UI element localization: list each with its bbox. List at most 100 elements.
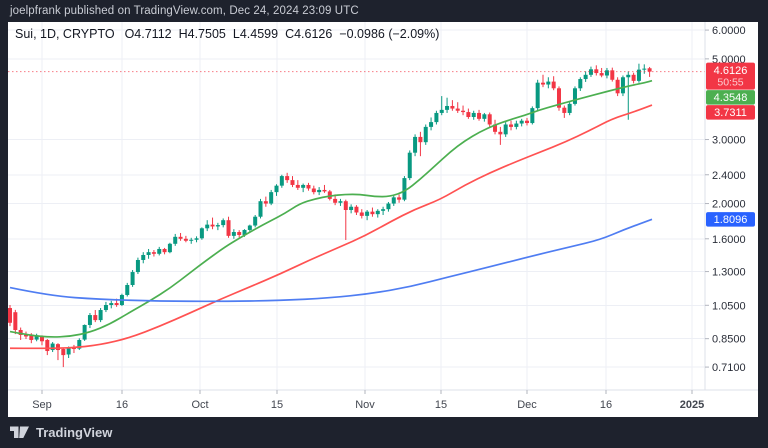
candle [157, 248, 162, 254]
candle [642, 68, 647, 70]
candle [130, 272, 135, 286]
candle [34, 335, 39, 340]
candle [349, 206, 354, 210]
tradingview-brand-link[interactable]: TradingView [10, 425, 112, 440]
time-axis-label: 15 [435, 399, 447, 411]
candle [338, 201, 343, 203]
candle [636, 69, 641, 81]
candle [359, 212, 364, 216]
candle [327, 191, 332, 199]
candle [509, 124, 514, 127]
candle [498, 131, 503, 135]
candle [514, 123, 519, 127]
candle [397, 197, 402, 200]
ohlc-change: −0.0986 (−2.09%) [339, 27, 440, 41]
candle [45, 339, 50, 352]
candle [599, 73, 604, 76]
time-axis-label: 2025 [680, 399, 704, 411]
candle [23, 334, 28, 337]
candle [391, 197, 396, 204]
candle [290, 180, 295, 185]
candle [279, 176, 284, 186]
candle [167, 243, 172, 253]
candle [114, 303, 119, 305]
candle [29, 334, 34, 340]
candle [343, 201, 348, 210]
candle [226, 220, 231, 236]
candle [429, 122, 434, 127]
footer-bar: TradingView [0, 417, 768, 448]
price-axis-label: 0.8500 [712, 334, 746, 346]
candle [402, 178, 407, 200]
candle [306, 184, 311, 189]
chart-pane[interactable] [8, 22, 758, 417]
candle [583, 74, 588, 80]
ohlc-high: H4.7505 [178, 27, 226, 41]
candle [434, 112, 439, 123]
symbol-legend: Sui, 1D, CRYPTO O4.7112 H4.7505 L4.4599 C4.6… [15, 27, 446, 41]
price-axis-label: 1.3000 [712, 267, 746, 279]
candle [50, 343, 55, 351]
candle [567, 103, 572, 113]
candle [66, 348, 71, 355]
candle [103, 304, 108, 311]
candle [588, 69, 593, 75]
time-axis-label: Dec [517, 399, 537, 411]
candle [135, 259, 140, 273]
time-axis: Sep 16 Oct 15 Nov 15 Dec 16 2025 [32, 390, 704, 411]
candle [125, 285, 130, 295]
candle [322, 189, 327, 192]
time-axis-label: 15 [271, 399, 283, 411]
candle [407, 152, 412, 179]
candle [258, 201, 263, 217]
candle [535, 82, 540, 109]
time-axis-label: Sep [32, 399, 52, 411]
price-axis-label: 2.0000 [712, 199, 746, 211]
axis-badge [706, 62, 755, 90]
tradingview-logo-icon [10, 426, 29, 438]
candle [109, 303, 114, 305]
candle [381, 209, 386, 211]
price-axis-label: 6.0000 [712, 25, 746, 37]
candle [620, 77, 625, 94]
candle [285, 176, 290, 181]
candle [647, 68, 652, 72]
candle [423, 126, 428, 143]
candle [237, 232, 242, 235]
candle [439, 109, 444, 113]
candle [215, 225, 220, 227]
time-axis-label: Oct [191, 399, 208, 411]
candle [466, 112, 471, 118]
candle [493, 124, 498, 132]
price-axis-label: 1.0500 [712, 300, 746, 312]
candle [546, 81, 551, 85]
candle [450, 105, 455, 109]
candle [301, 184, 306, 188]
candle [317, 189, 322, 193]
time-axis-label: 16 [600, 399, 612, 411]
candle [247, 225, 252, 230]
axis-badge [706, 105, 755, 120]
axis-badge-value: 3.7311 [714, 107, 747, 119]
candle [525, 120, 530, 124]
candle [82, 324, 87, 340]
time-axis-label: 16 [116, 399, 128, 411]
candle [18, 329, 23, 335]
candle [455, 108, 460, 111]
candle [55, 344, 60, 351]
candle [210, 224, 215, 227]
candle [205, 224, 210, 229]
candle [556, 88, 561, 108]
candle [77, 339, 82, 349]
candle [151, 252, 156, 254]
candle [413, 136, 418, 153]
candle [418, 136, 423, 143]
price-axis-label: 5.0000 [712, 54, 746, 66]
ohlc-open: O4.7112 [124, 27, 172, 41]
candle [189, 239, 194, 241]
ma-fast-line [9, 79, 653, 338]
candle [541, 82, 545, 85]
candle [445, 105, 450, 110]
